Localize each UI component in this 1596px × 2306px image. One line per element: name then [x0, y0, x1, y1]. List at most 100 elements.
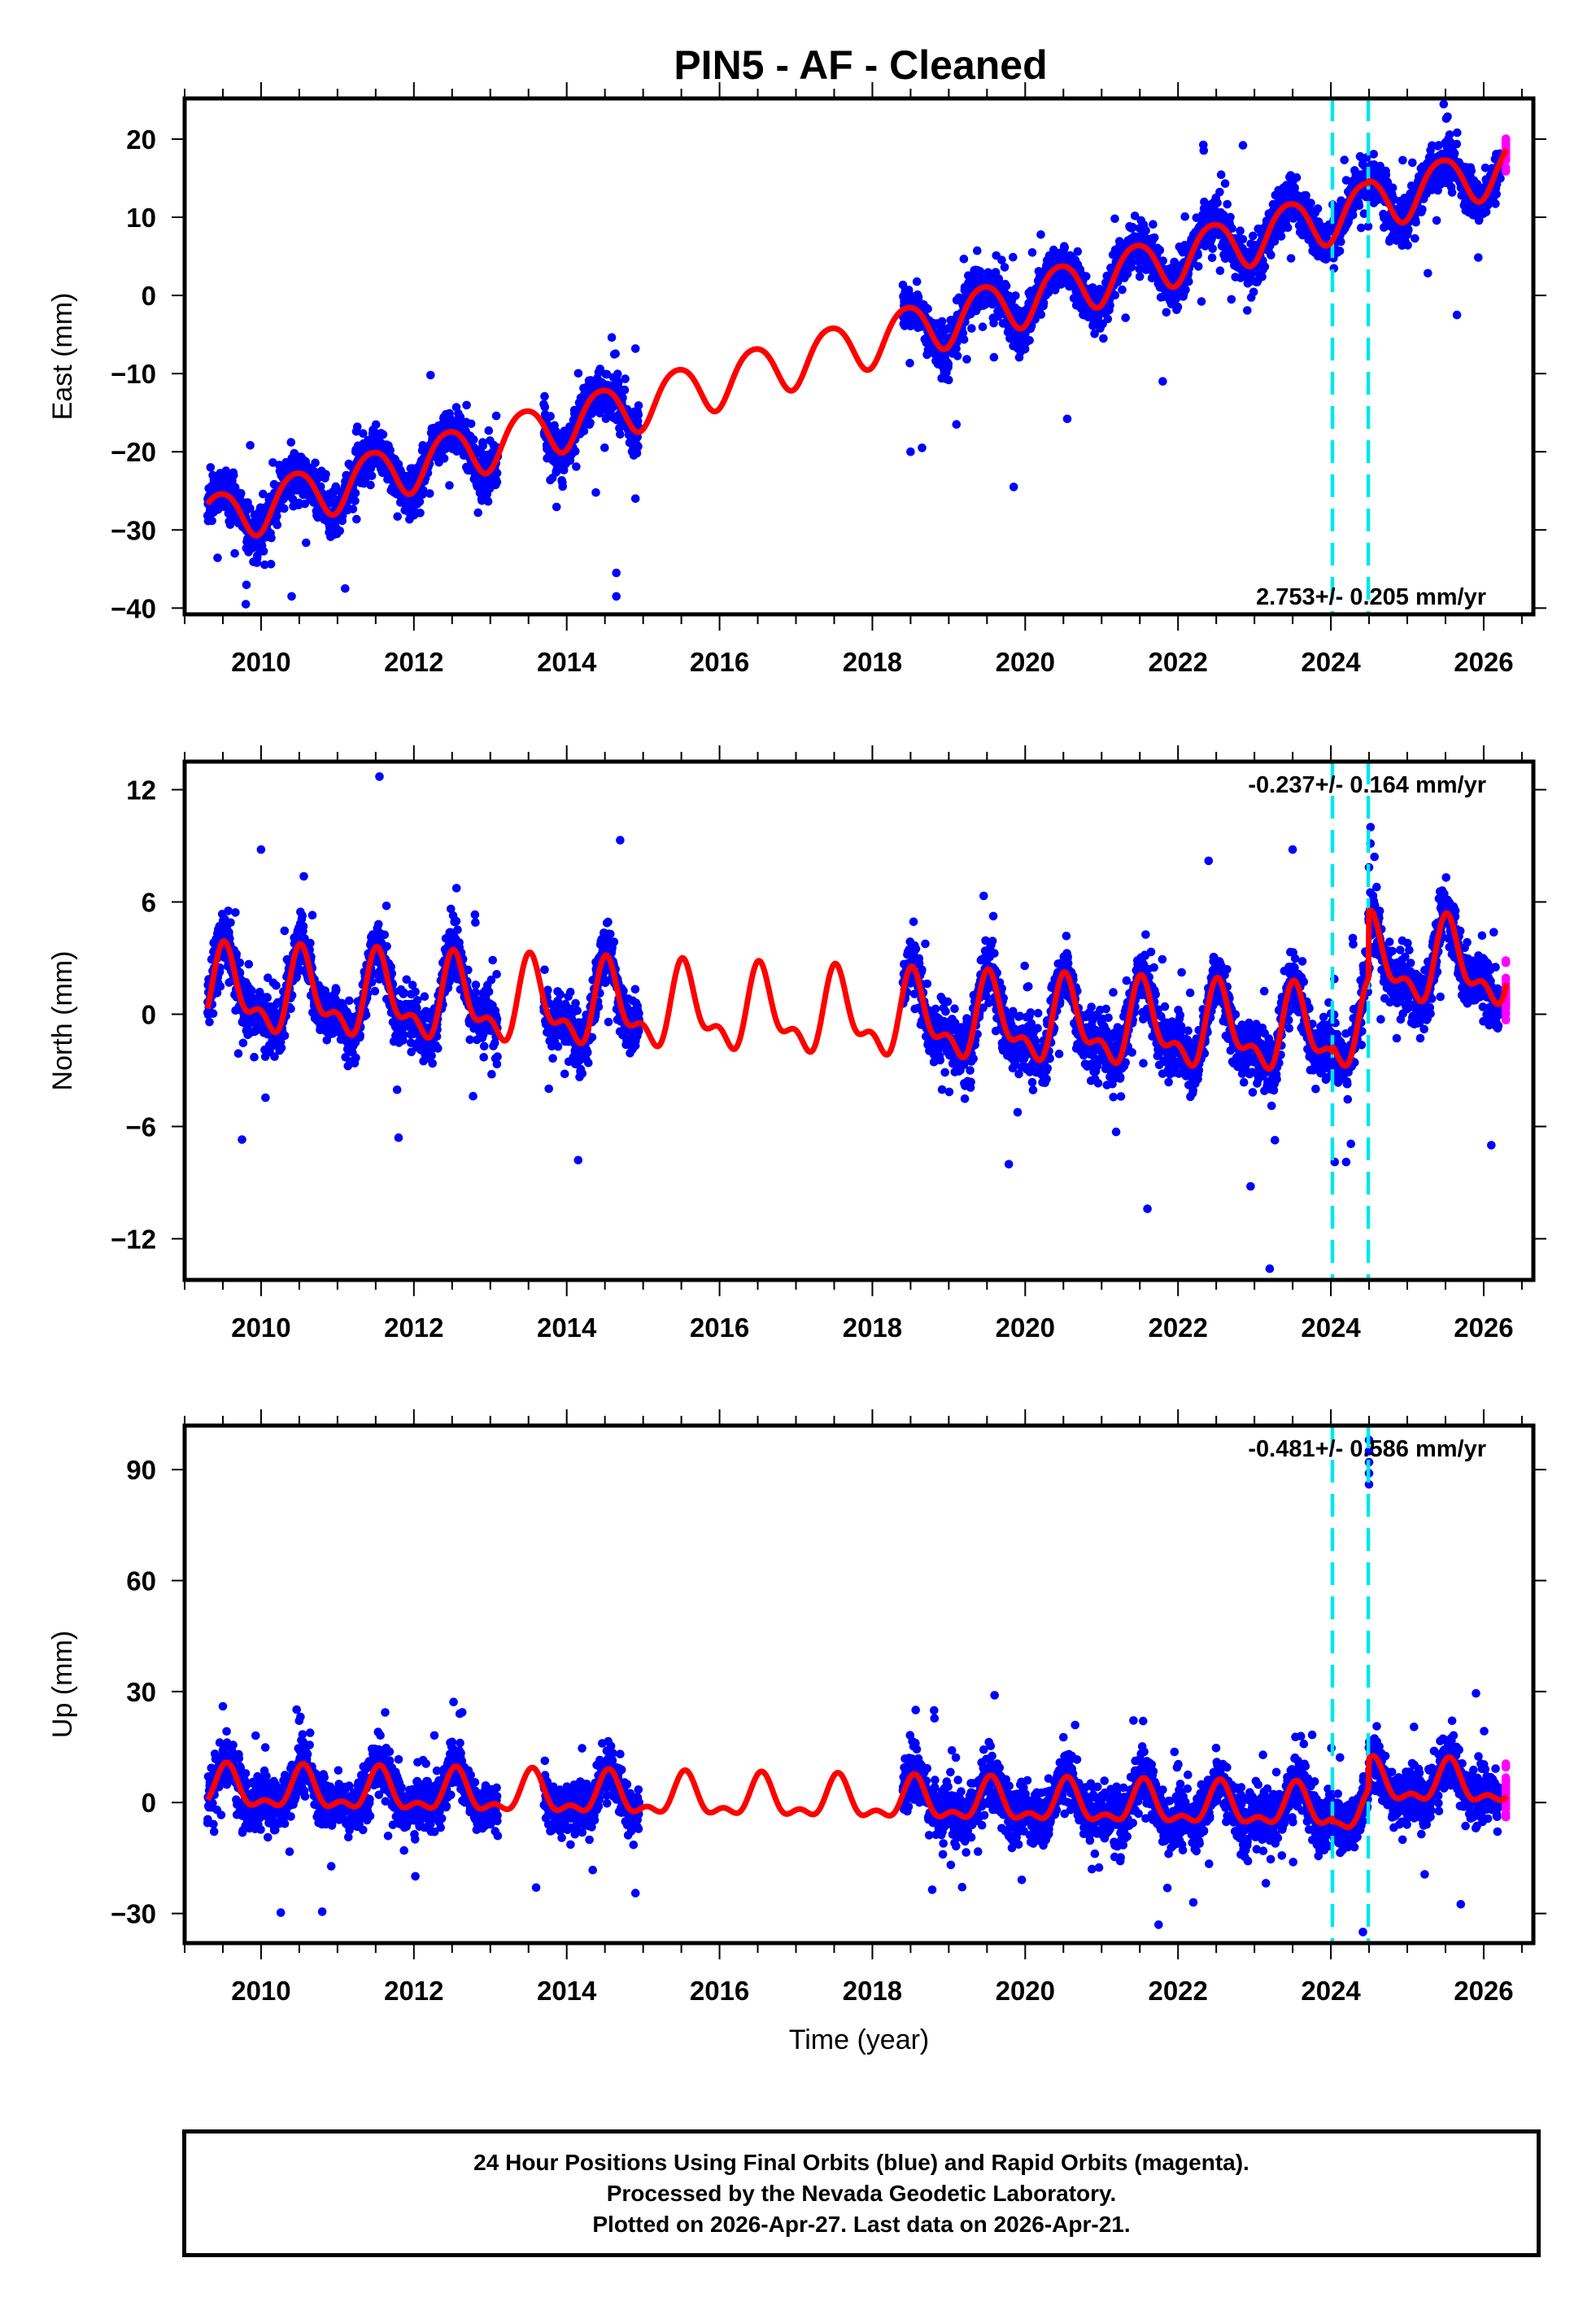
data-point	[1036, 310, 1046, 319]
data-point	[306, 938, 315, 948]
data-point	[607, 333, 617, 343]
data-point	[1099, 334, 1108, 343]
data-point	[216, 981, 225, 991]
data-point	[280, 926, 290, 936]
data-point	[1207, 253, 1217, 263]
outlier-point	[241, 600, 251, 609]
data-point	[445, 481, 454, 490]
data-point	[1474, 253, 1483, 262]
outlier-point	[1009, 483, 1018, 491]
data-point	[621, 374, 630, 383]
data-point	[1110, 290, 1120, 300]
data-point	[1236, 226, 1245, 236]
data-point	[1260, 262, 1270, 272]
outlier-point	[630, 344, 640, 353]
data-point	[230, 548, 239, 558]
data-point	[967, 324, 976, 333]
data-point	[1001, 282, 1011, 290]
data-point	[260, 560, 269, 570]
data-point	[299, 922, 308, 931]
data-point	[1292, 173, 1302, 182]
data-point	[540, 391, 549, 401]
data-point	[1215, 266, 1225, 276]
data-point	[1082, 272, 1091, 281]
data-point	[277, 1043, 286, 1053]
data-point	[1340, 155, 1349, 164]
data-point	[1103, 314, 1113, 324]
data-point	[1118, 285, 1127, 295]
data-point	[912, 277, 922, 286]
data-point	[353, 422, 362, 431]
data-point	[213, 553, 222, 562]
data-point	[634, 401, 643, 410]
data-point	[231, 908, 240, 917]
data-point	[1445, 130, 1454, 139]
data-point	[316, 482, 325, 491]
data-point	[975, 267, 985, 276]
data-point	[310, 467, 319, 476]
data-point	[366, 480, 375, 490]
data-point	[573, 369, 583, 378]
data-point	[1354, 201, 1364, 210]
data-point	[272, 980, 281, 990]
data-point	[620, 385, 630, 395]
data-point	[632, 448, 642, 458]
data-point	[1121, 313, 1130, 322]
outlier-point	[1238, 141, 1248, 150]
data-point	[1418, 205, 1427, 214]
data-point	[335, 526, 345, 535]
y-tick-label: 0	[142, 281, 156, 311]
data-point	[1453, 128, 1462, 138]
data-point	[1141, 225, 1150, 235]
outlier-point	[612, 592, 621, 601]
data-point	[1238, 234, 1248, 244]
data-point	[207, 516, 216, 526]
data-point	[1388, 183, 1398, 192]
outlier-point	[952, 420, 962, 429]
data-point	[586, 418, 595, 427]
data-point	[483, 497, 493, 506]
data-point	[1009, 252, 1018, 262]
data-point	[426, 370, 435, 380]
data-point	[1227, 295, 1236, 304]
data-point	[634, 442, 643, 451]
data-point	[469, 435, 478, 444]
plot-area	[203, 762, 1511, 1280]
data-point	[302, 538, 311, 548]
x-tick-label: 2014	[537, 647, 597, 677]
outlier-point	[1062, 414, 1072, 424]
data-point	[419, 486, 428, 495]
data-point	[415, 497, 425, 506]
data-point	[552, 502, 561, 512]
data-point	[393, 512, 403, 522]
data-point	[1199, 146, 1209, 155]
velocity-rate-label: 2.753+/- 0.205 mm/yr	[1256, 584, 1486, 610]
data-point	[1180, 212, 1189, 221]
data-point	[311, 458, 320, 468]
data-point	[226, 918, 235, 928]
data-point	[266, 560, 276, 569]
data-point	[937, 317, 947, 326]
data-point	[1450, 149, 1459, 158]
data-point	[1267, 251, 1275, 260]
data-point	[1197, 297, 1206, 306]
data-point	[206, 463, 216, 472]
data-point	[1467, 166, 1476, 176]
rapid-data-point	[1501, 136, 1511, 146]
data-point	[1000, 263, 1009, 272]
data-point	[378, 430, 388, 439]
data-point	[300, 499, 310, 509]
data-point	[1060, 242, 1070, 252]
data-point	[1447, 188, 1457, 197]
data-point	[273, 520, 282, 530]
data-point	[352, 514, 361, 524]
data-point	[1220, 179, 1230, 188]
data-point	[244, 959, 254, 969]
data-point	[229, 470, 238, 480]
data-point	[633, 417, 643, 426]
data-point	[618, 393, 627, 403]
data-point	[1249, 287, 1258, 297]
data-point	[1369, 150, 1378, 159]
x-tick-label: 2022	[1148, 647, 1207, 677]
